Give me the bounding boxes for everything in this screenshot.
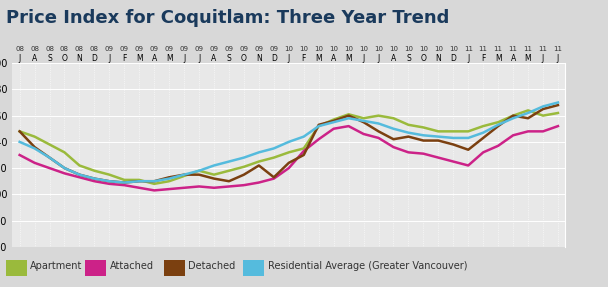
Text: Detached: Detached <box>188 261 236 271</box>
Text: Attached: Attached <box>109 261 153 271</box>
Text: Apartment: Apartment <box>30 261 83 271</box>
Text: Price Index for Coquitlam: Three Year Trend: Price Index for Coquitlam: Three Year Tr… <box>6 9 449 27</box>
Text: Residential Average (Greater Vancouver): Residential Average (Greater Vancouver) <box>268 261 467 271</box>
